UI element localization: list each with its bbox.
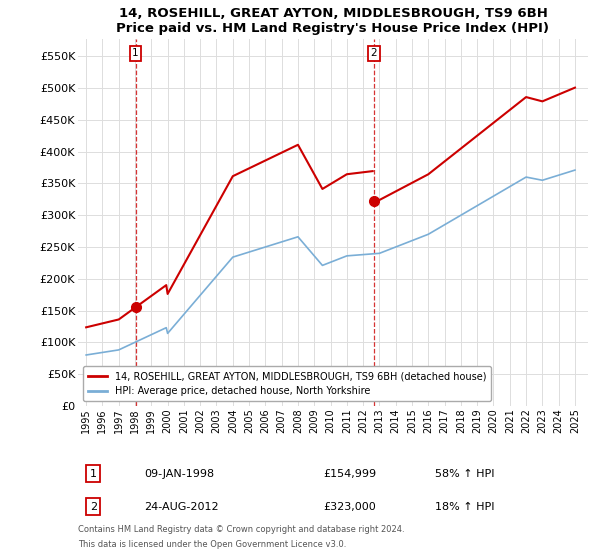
Text: 09-JAN-1998: 09-JAN-1998: [145, 469, 214, 479]
Title: 14, ROSEHILL, GREAT AYTON, MIDDLESBROUGH, TS9 6BH
Price paid vs. HM Land Registr: 14, ROSEHILL, GREAT AYTON, MIDDLESBROUGH…: [116, 7, 550, 35]
Text: This data is licensed under the Open Government Licence v3.0.: This data is licensed under the Open Gov…: [78, 540, 346, 549]
Text: 24-AUG-2012: 24-AUG-2012: [145, 502, 219, 512]
Text: 58% ↑ HPI: 58% ↑ HPI: [435, 469, 494, 479]
Text: 1: 1: [90, 469, 97, 479]
Text: £154,999: £154,999: [323, 469, 376, 479]
Text: 18% ↑ HPI: 18% ↑ HPI: [435, 502, 494, 512]
Legend: 14, ROSEHILL, GREAT AYTON, MIDDLESBROUGH, TS9 6BH (detached house), HPI: Average: 14, ROSEHILL, GREAT AYTON, MIDDLESBROUGH…: [83, 366, 491, 401]
Text: 2: 2: [370, 48, 377, 58]
Text: £323,000: £323,000: [323, 502, 376, 512]
Text: Contains HM Land Registry data © Crown copyright and database right 2024.: Contains HM Land Registry data © Crown c…: [78, 525, 404, 534]
Text: 1: 1: [132, 48, 139, 58]
Text: 2: 2: [90, 502, 97, 512]
